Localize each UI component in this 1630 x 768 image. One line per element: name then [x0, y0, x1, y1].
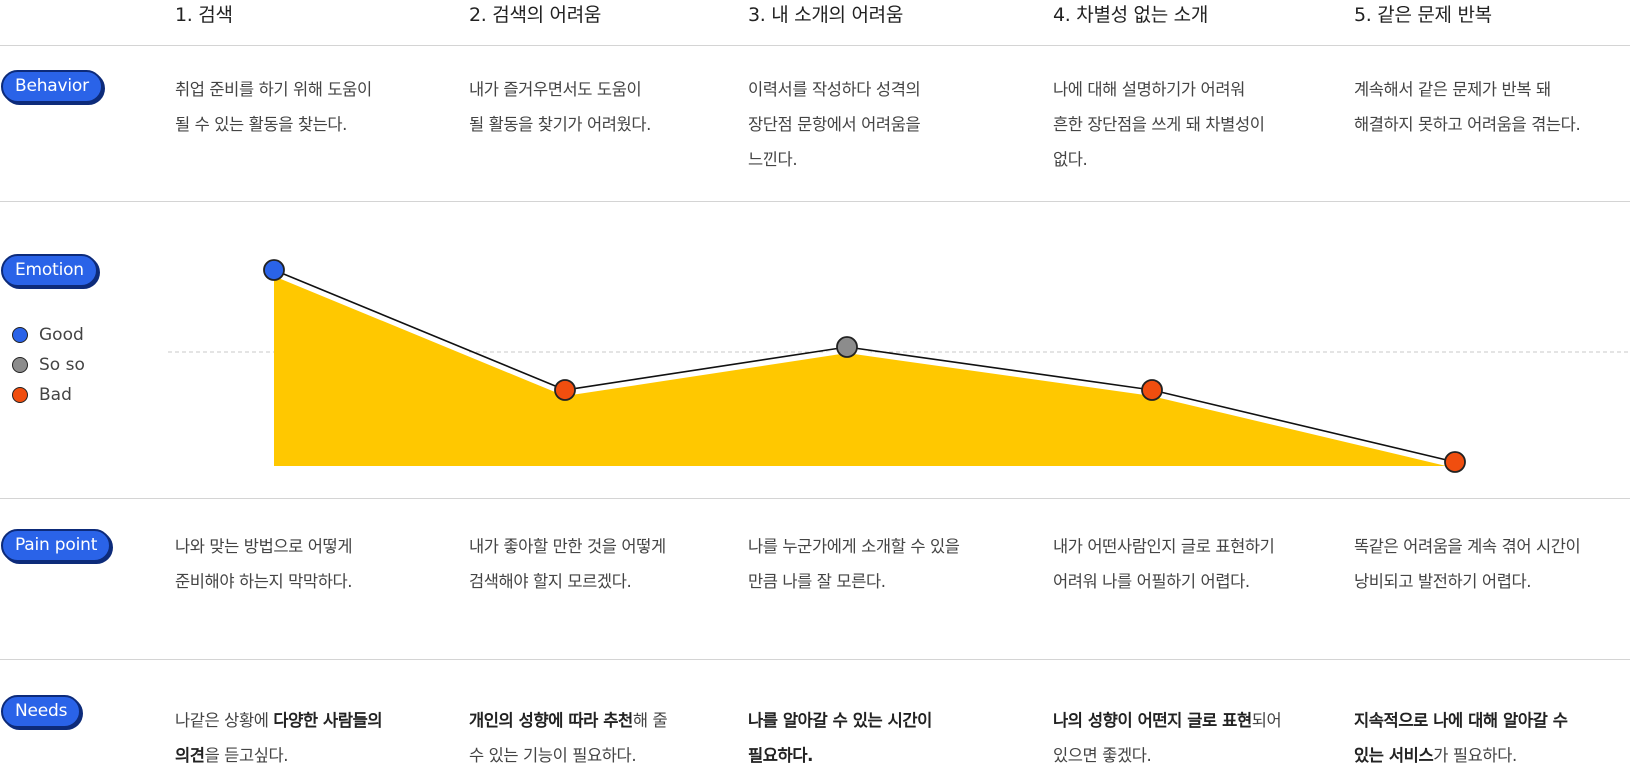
text-run-bold: 지속적으로 나에 대해 알아갈 수 — [1354, 711, 1568, 730]
cell-line: 의견을 듣고싶다. — [175, 738, 460, 768]
needs-cell-1: 나같은 상황에 다양한 사람들의 의견을 듣고싶다. — [175, 703, 460, 768]
emotion-points — [263, 259, 1466, 473]
pain-point-cell-1: 나와 맞는 방법으로 어떻게 준비해야 하는지 막막하다. — [175, 529, 455, 599]
text-run: 되어 — [1251, 711, 1282, 730]
emotion-point-4 — [1141, 379, 1163, 401]
text-run-bold: 나를 알아갈 수 있는 시간이 — [748, 711, 932, 730]
row-label-emotion: Emotion — [1, 254, 98, 287]
legend-item-so-so: So so — [12, 350, 85, 380]
pain-point-cell-5: 똑같은 어려움을 계속 겪어 시간이 낭비되고 발전하기 어렵다. — [1354, 529, 1626, 599]
cell-line: 필요하다. — [748, 738, 1038, 768]
row-label-pain-point: Pain point — [1, 529, 112, 562]
emotion-point-1 — [263, 259, 285, 281]
text-run: 을 듣고싶다. — [204, 746, 289, 765]
emotion-area — [274, 274, 1455, 466]
cell-line: 준비해야 하는지 막막하다. — [175, 572, 353, 591]
legend-label: Good — [39, 325, 84, 345]
text-run: 가 필요하다. — [1433, 746, 1517, 765]
cell-line: 내가 즐거우면서도 도움이 — [469, 80, 642, 99]
text-run-bold: 다양한 사람들의 — [273, 711, 383, 730]
pain-point-cell-2: 내가 좋아할 만한 것을 어떻게 검색해야 할지 모르겠다. — [469, 529, 739, 599]
stage-title-3: 3. 내 소개의 어려움 — [748, 4, 904, 26]
divider-behavior — [0, 201, 1630, 202]
text-run: 수 있는 기능이 필요하다. — [469, 746, 637, 765]
cell-line: 해결하지 못하고 어려움을 겪는다. — [1354, 115, 1581, 134]
stage-title-4: 4. 차별성 없는 소개 — [1053, 4, 1209, 26]
legend-item-bad: Bad — [12, 380, 85, 410]
row-label-needs: Needs — [1, 695, 82, 728]
stage-title-5: 5. 같은 문제 반복 — [1354, 4, 1492, 26]
divider-emotion — [0, 498, 1630, 499]
cell-line: 내가 좋아할 만한 것을 어떻게 — [469, 537, 666, 556]
cell-line: 나에 대해 설명하기가 어려워 — [1053, 80, 1245, 99]
pain-point-cell-3: 나를 누군가에게 소개할 수 있을 만큼 나를 잘 모른다. — [748, 529, 1038, 599]
cell-line: 취업 준비를 하기 위해 도움이 — [175, 80, 372, 99]
cell-line: 느낀다. — [748, 150, 798, 169]
stage-title-2: 2. 검색의 어려움 — [469, 4, 602, 26]
cell-line: 낭비되고 발전하기 어렵다. — [1354, 572, 1532, 591]
stage-title-1: 1. 검색 — [175, 4, 233, 26]
cell-line: 있는 서비스가 필요하다. — [1354, 738, 1626, 768]
text-run-bold: 의견 — [175, 746, 205, 765]
legend-label: So so — [39, 355, 85, 375]
emotion-legend: Good So so Bad — [12, 320, 85, 410]
cell-line: 내가 어떤사람인지 글로 표현하기 — [1053, 537, 1275, 556]
cell-line: 계속해서 같은 문제가 반복 돼 — [1354, 80, 1551, 99]
emotion-point-2 — [554, 379, 576, 401]
behavior-cell-2: 내가 즐거우면서도 도움이 될 활동을 찾기가 어려웠다. — [469, 72, 739, 142]
cell-line: 만큼 나를 잘 모른다. — [748, 572, 886, 591]
cell-line: 될 수 있는 활동을 찾는다. — [175, 115, 348, 134]
needs-cell-3: 나를 알아갈 수 있는 시간이 필요하다. — [748, 703, 1038, 768]
legend-item-good: Good — [12, 320, 85, 350]
behavior-cell-5: 계속해서 같은 문제가 반복 돼 해결하지 못하고 어려움을 겪는다. — [1354, 72, 1626, 142]
text-run: 있으면 좋겠다. — [1053, 746, 1152, 765]
pain-point-cell-4: 내가 어떤사람인지 글로 표현하기 어려워 나를 어필하기 어렵다. — [1053, 529, 1343, 599]
cell-line: 장단점 문항에서 어려움을 — [748, 115, 921, 134]
cell-line: 나의 성향이 어떤지 글로 표현되어 — [1053, 703, 1348, 738]
text-run-bold: 개인의 성향에 따라 추천 — [469, 711, 633, 730]
emotion-point-5 — [1444, 451, 1466, 473]
cell-line: 없다. — [1053, 150, 1088, 169]
good-dot-icon — [12, 327, 28, 343]
text-run-bold: 있는 서비스 — [1354, 746, 1434, 765]
cell-line: 수 있는 기능이 필요하다. — [469, 738, 744, 768]
bad-dot-icon — [12, 387, 28, 403]
cell-line: 나같은 상황에 다양한 사람들의 — [175, 703, 460, 738]
emotion-chart — [168, 259, 1630, 473]
text-run-bold: 필요하다. — [748, 746, 813, 765]
behavior-cell-4: 나에 대해 설명하기가 어려워 흔한 장단점을 쓰게 돼 차별성이 없다. — [1053, 72, 1343, 177]
needs-cell-2: 개인의 성향에 따라 추천해 줄 수 있는 기능이 필요하다. — [469, 703, 744, 768]
behavior-cell-3: 이력서를 작성하다 성격의 장단점 문항에서 어려움을 느낀다. — [748, 72, 1038, 177]
text-run-bold: 나의 성향이 어떤지 글로 표현 — [1053, 711, 1252, 730]
behavior-cell-1: 취업 준비를 하기 위해 도움이 될 수 있는 활동을 찾는다. — [175, 72, 455, 142]
cell-line: 이력서를 작성하다 성격의 — [748, 80, 921, 99]
legend-label: Bad — [39, 385, 72, 405]
cell-line: 흔한 장단점을 쓰게 돼 차별성이 — [1053, 115, 1265, 134]
cell-line: 나와 맞는 방법으로 어떻게 — [175, 537, 353, 556]
cell-line: 개인의 성향에 따라 추천해 줄 — [469, 703, 744, 738]
text-run: 해 줄 — [632, 711, 668, 730]
so-so-dot-icon — [12, 357, 28, 373]
cell-line: 나를 알아갈 수 있는 시간이 — [748, 703, 1038, 738]
cell-line: 있으면 좋겠다. — [1053, 738, 1348, 768]
needs-cell-4: 나의 성향이 어떤지 글로 표현되어 있으면 좋겠다. — [1053, 703, 1348, 768]
text-run: 나같은 상황에 — [175, 711, 274, 730]
emotion-point-3 — [836, 336, 858, 358]
cell-line: 나를 누군가에게 소개할 수 있을 — [748, 537, 960, 556]
divider-pain-point — [0, 659, 1630, 660]
cell-line: 똑같은 어려움을 계속 겪어 시간이 — [1354, 537, 1581, 556]
cell-line: 어려워 나를 어필하기 어렵다. — [1053, 572, 1250, 591]
row-label-behavior: Behavior — [1, 70, 103, 103]
cell-line: 검색해야 할지 모르겠다. — [469, 572, 632, 591]
needs-cell-5: 지속적으로 나에 대해 알아갈 수 있는 서비스가 필요하다. — [1354, 703, 1626, 768]
divider-header — [0, 45, 1630, 46]
cell-line: 지속적으로 나에 대해 알아갈 수 — [1354, 703, 1626, 738]
cell-line: 될 활동을 찾기가 어려웠다. — [469, 115, 651, 134]
